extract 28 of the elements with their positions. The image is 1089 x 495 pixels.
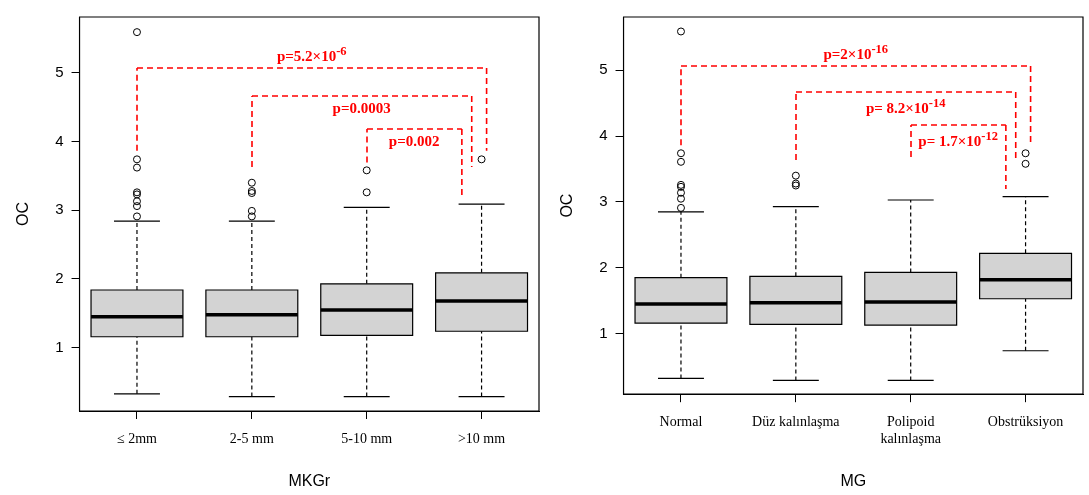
x-tick-label: >10 mm: [457, 431, 506, 447]
x-tick-label: 5-10 mm: [341, 431, 393, 447]
y-tick-label: 3: [55, 200, 64, 218]
y-tick-label: 4: [599, 126, 608, 144]
y-tick-label: 4: [55, 131, 64, 149]
y-tick-label: 2: [599, 257, 608, 275]
annotation: p=0.0003: [332, 99, 391, 116]
x-tick-label: Polipoid kalınlaşma: [880, 414, 942, 447]
y-tick-label: 3: [599, 192, 608, 210]
y-axis-title: OC: [14, 202, 32, 226]
annotation: p= 8.2×10$^{-14}$: [865, 96, 946, 117]
annotation: p= 1.7×10$^{-12}$: [918, 128, 998, 149]
y-axis-title: OC: [558, 193, 576, 218]
x-tick-label: Düz kalınlaşma: [752, 414, 841, 430]
x-axis-title: MG: [840, 471, 867, 489]
annotation: p=0.002: [388, 133, 440, 150]
y-tick-label: 1: [599, 323, 608, 341]
x-tick-label: 2-5 mm: [229, 431, 274, 447]
y-tick-label: 5: [55, 62, 64, 80]
annotation: p=5.2×10$^{-6}$: [276, 44, 347, 65]
x-tick-label: Obstrüksiyon: [987, 414, 1064, 430]
x-axis-title: MKGr: [288, 471, 331, 489]
x-tick-label: ≤ 2mm: [116, 431, 158, 447]
x-tick-label: Normal: [659, 414, 703, 430]
annotation: p=2×10$^{-16}$: [823, 42, 889, 63]
y-tick-label: 1: [55, 337, 64, 355]
y-tick-label: 5: [599, 60, 608, 78]
y-tick-label: 2: [55, 269, 64, 287]
